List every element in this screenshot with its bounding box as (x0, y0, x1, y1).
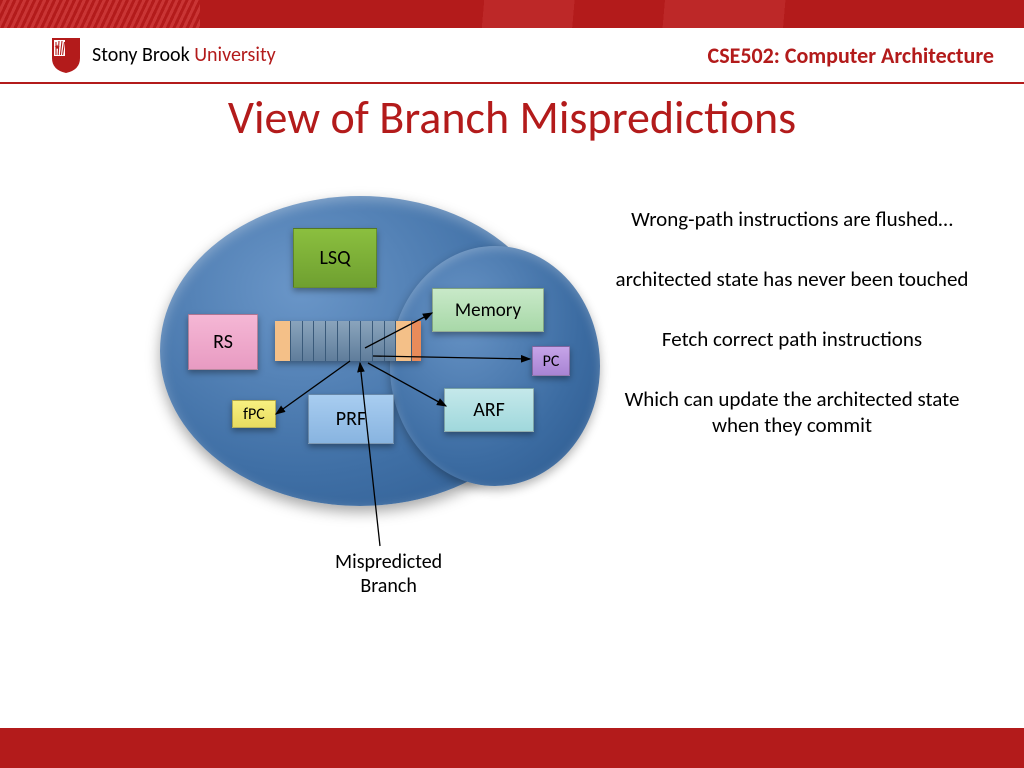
bullet-0: Wrong-path instructions are flushed… (600, 206, 984, 232)
bullet-1: architected state has never been touched (600, 266, 984, 292)
shield-icon (50, 36, 82, 74)
content-area: LSQ RS Memory PC ARF PRF fPC Mispredicte… (0, 146, 1024, 646)
label-fpc: fPC (243, 405, 265, 424)
diagram: LSQ RS Memory PC ARF PRF fPC Mispredicte… (60, 196, 580, 646)
logo-area: Stony Brook University (50, 36, 276, 74)
uni-prefix: Stony Brook (92, 43, 190, 67)
slide-title: View of Branch Mispredictions (0, 90, 1024, 146)
box-lsq: LSQ (293, 228, 377, 288)
label-prf: PRF (336, 407, 366, 431)
box-prf: PRF (308, 394, 394, 444)
top-banner (0, 0, 1024, 28)
label-pc: PC (543, 352, 560, 371)
bullet-2: Fetch correct path instructions (600, 326, 984, 352)
box-fpc: fPC (232, 400, 276, 428)
rob-buffer (275, 321, 421, 361)
label-lsq: LSQ (319, 246, 350, 270)
uni-suffix: University (194, 43, 276, 67)
bullet-3: Which can update the architected state w… (600, 386, 984, 438)
label-arf: ARF (473, 398, 505, 422)
header-bar: Stony Brook University CSE502: Computer … (0, 28, 1024, 84)
label-rs: RS (213, 330, 233, 354)
text-column: Wrong-path instructions are flushed… arc… (600, 196, 984, 646)
university-name: Stony Brook University (92, 43, 276, 67)
box-arf: ARF (444, 388, 534, 432)
course-label: CSE502: Computer Architecture (708, 42, 994, 69)
label-memory: Memory (455, 299, 521, 322)
bottom-banner (0, 728, 1024, 768)
diagram-caption: MispredictedBranch (335, 550, 442, 598)
box-rs: RS (188, 314, 258, 370)
box-pc: PC (532, 346, 570, 376)
box-memory: Memory (432, 288, 544, 332)
